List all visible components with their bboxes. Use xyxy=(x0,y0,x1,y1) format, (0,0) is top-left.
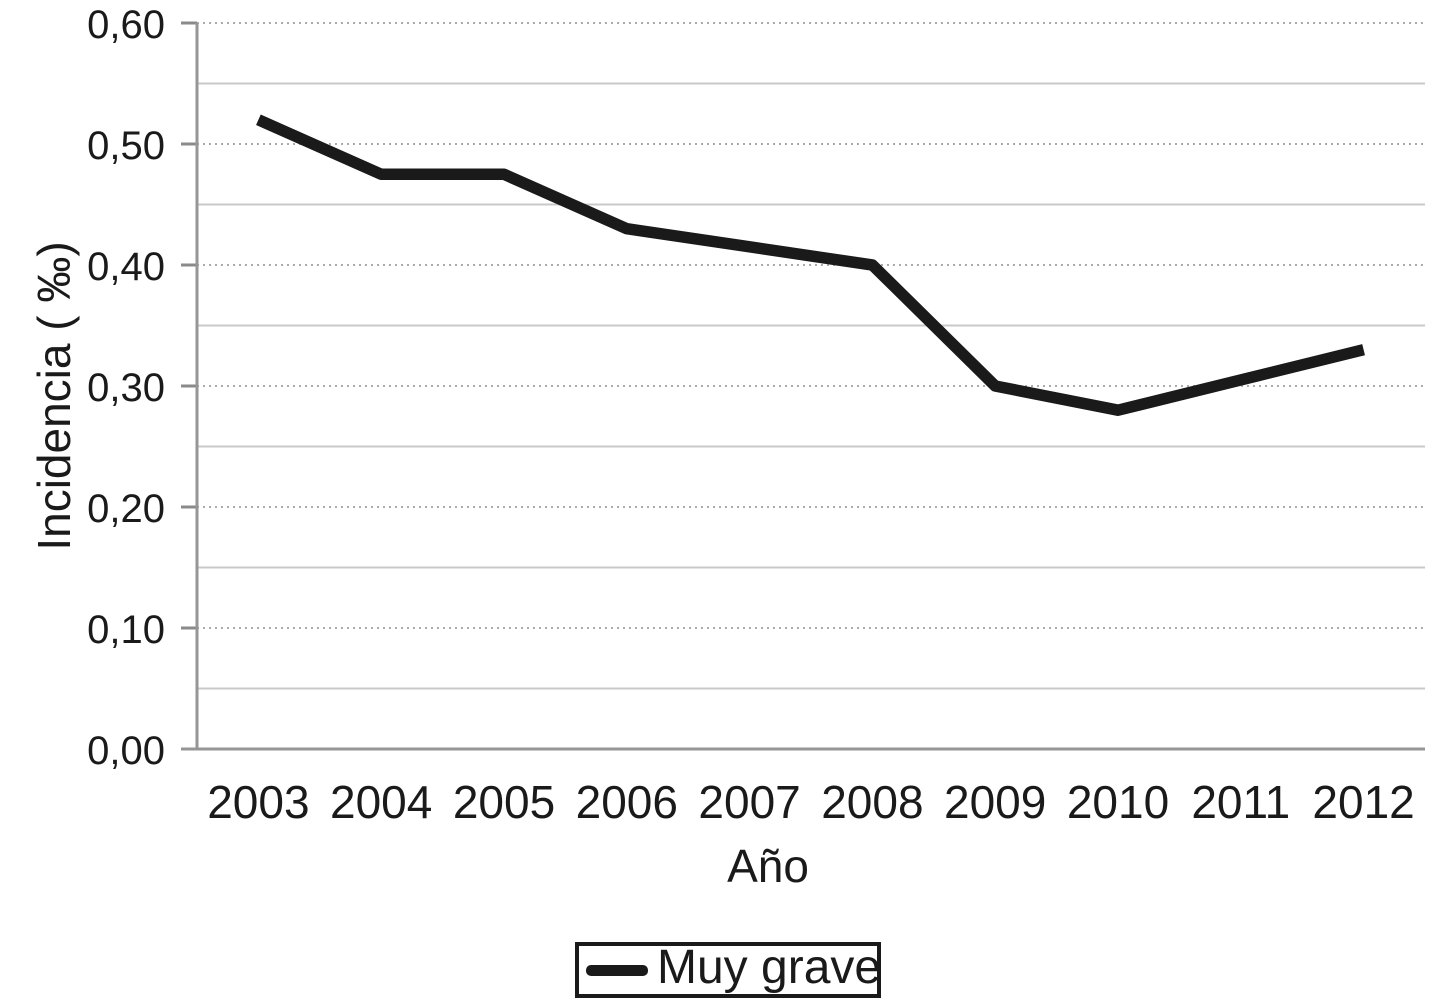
x-tick-label: 2006 xyxy=(576,776,678,828)
y-tick-label: 0,40 xyxy=(87,245,165,289)
y-tick-label: 0,30 xyxy=(87,366,165,410)
legend-label: Muy grave xyxy=(657,941,882,994)
x-tick-label: 2010 xyxy=(1067,776,1169,828)
y-tick-label: 0,00 xyxy=(87,729,165,773)
y-tick-label: 0,20 xyxy=(87,487,165,531)
series-line-muy-grave xyxy=(256,114,1365,416)
x-tick-label: 2011 xyxy=(1191,776,1290,828)
x-tick-label: 2005 xyxy=(453,776,555,828)
line-chart: 0,00 0,10 0,20 0,30 0,40 0,50 0,60 2003 2004 2005… xyxy=(28,3,1425,892)
y-tick-label: 0,60 xyxy=(87,3,165,47)
y-axis-title: Incidencia ( ‰) xyxy=(28,241,80,550)
x-tick-label: 2003 xyxy=(207,776,309,828)
x-tick-label: 2007 xyxy=(698,776,800,828)
y-tick-label: 0,50 xyxy=(87,124,165,168)
x-tick-label: 2012 xyxy=(1312,776,1414,828)
x-axis-title: Año xyxy=(727,840,809,892)
legend: Muy grave xyxy=(575,942,881,998)
x-tick-label: 2004 xyxy=(330,776,432,828)
x-tick-label: 2009 xyxy=(944,776,1046,828)
x-tick-label: 2008 xyxy=(821,776,923,828)
legend-line-swatch xyxy=(586,964,648,976)
y-tick-label: 0,10 xyxy=(87,608,165,652)
